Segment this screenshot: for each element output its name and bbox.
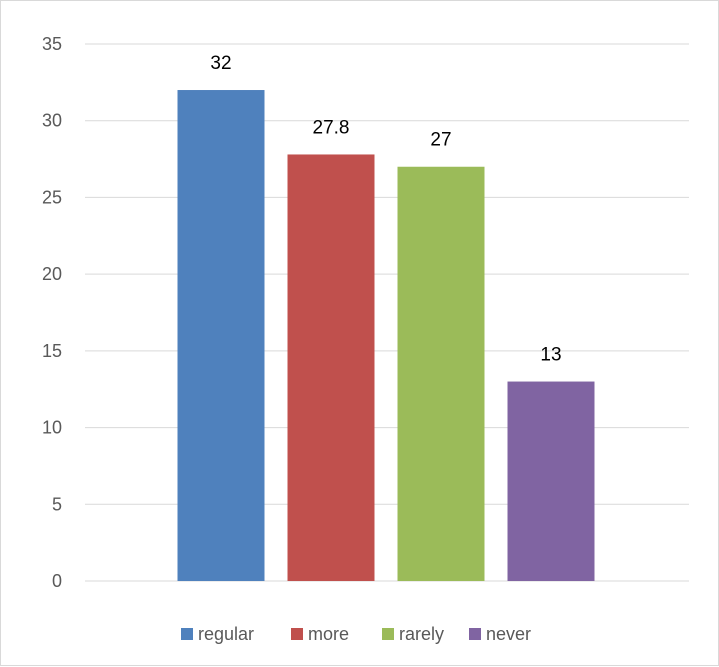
bars — [177, 90, 595, 582]
data-label: 13 — [540, 345, 561, 366]
data-label: 27 — [430, 130, 451, 151]
y-tick-label: 5 — [52, 494, 62, 514]
y-tick-label: 20 — [42, 264, 62, 284]
legend-swatch-rarely — [382, 628, 394, 640]
y-axis: 0 5 10 15 20 25 30 35 — [42, 34, 62, 591]
legend-swatch-more — [291, 628, 303, 640]
legend-swatch-regular — [181, 628, 193, 640]
y-tick-label: 15 — [42, 341, 62, 361]
legend-swatch-never — [469, 628, 481, 640]
gridlines — [85, 43, 689, 582]
data-labels: 32 27.8 27 13 — [210, 53, 561, 366]
y-tick-label: 10 — [42, 418, 62, 438]
legend-label-rarely: rarely — [399, 624, 444, 644]
legend-label-regular: regular — [198, 624, 254, 644]
y-tick-label: 35 — [42, 34, 62, 54]
data-label: 32 — [210, 53, 231, 74]
bar-more — [287, 154, 375, 581]
legend: regular more rarely never — [181, 624, 531, 644]
y-tick-label: 0 — [52, 571, 62, 591]
data-label: 27.8 — [313, 117, 350, 138]
bar-regular — [177, 90, 265, 582]
bar-never — [507, 381, 595, 581]
y-tick-label: 25 — [42, 187, 62, 207]
legend-label-never: never — [486, 624, 531, 644]
legend-label-more: more — [308, 624, 349, 644]
y-tick-label: 30 — [42, 111, 62, 131]
bar-rarely — [397, 166, 485, 581]
